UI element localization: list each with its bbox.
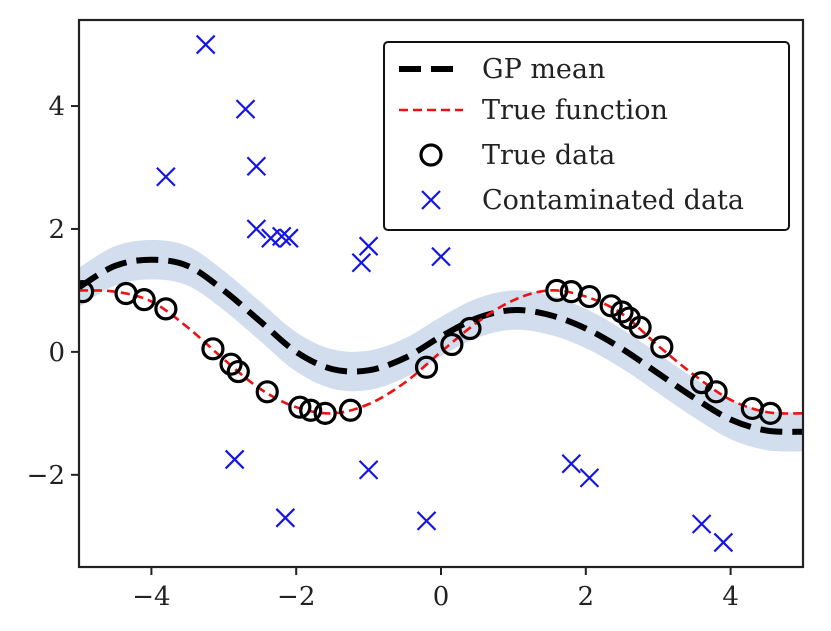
contaminated-data-point: [279, 228, 299, 248]
legend-box: [383, 41, 790, 231]
true-data-point: [458, 316, 482, 341]
x-tick-label: 2: [578, 582, 595, 612]
legend-true-data-label: True data: [482, 140, 615, 171]
contaminated-data-point: [195, 34, 216, 55]
true-data-point: [414, 355, 439, 379]
true-data-point: [628, 315, 652, 339]
true-data-point: [79, 280, 95, 304]
contaminated-data-point: [271, 226, 292, 247]
x-tick-label: −2: [277, 582, 315, 612]
legend: GP mean True function True data Contamin…: [383, 41, 790, 231]
y-tick-label: 0: [48, 338, 65, 368]
contaminated-data-point: [579, 468, 600, 488]
axes: −4 −2 0 2 4 −2 0 2 4: [27, 18, 805, 612]
contaminated-data-point: [156, 166, 176, 187]
true-data-point: [650, 335, 674, 359]
true-data-point: [338, 398, 363, 422]
legend-contaminated-marker: [421, 190, 441, 210]
contaminated-data-point: [246, 156, 267, 177]
true-data-point: [545, 278, 569, 303]
x-tick-label: 0: [433, 582, 450, 612]
y-tick-label: −2: [27, 461, 65, 491]
contaminated-data-point: [561, 453, 582, 474]
legend-gp-mean-label: GP mean: [482, 54, 605, 85]
contaminated-data-point: [224, 449, 245, 470]
true-data-point: [577, 284, 602, 309]
true-data-point: [132, 288, 156, 312]
legend-contaminated-label: Contaminated data: [482, 185, 744, 216]
true-data-point: [255, 380, 279, 404]
contaminated-data-point: [713, 532, 734, 553]
true-data-point: [440, 332, 464, 357]
true-function-line: [79, 289, 803, 415]
contaminated-data-point: [246, 219, 267, 239]
contaminated-data-point: [351, 252, 372, 273]
contaminated-data-point: [416, 511, 437, 531]
true-data-point: [219, 352, 243, 376]
contaminated-data-point: [431, 246, 451, 267]
contaminated-data-point: [691, 514, 712, 534]
contaminated-data-point: [235, 99, 256, 119]
x-tick-label: 4: [722, 582, 739, 612]
true-data-point: [704, 380, 728, 404]
contaminated-data-point: [358, 236, 379, 256]
y-tick-label: 4: [48, 92, 65, 122]
legend-true-function-label: True function: [482, 95, 668, 126]
true-data-point: [154, 297, 178, 321]
true-data-point: [226, 359, 250, 384]
plot-area: [79, 34, 803, 553]
y-tick-label: 2: [48, 215, 65, 245]
x-tick-label: −4: [132, 582, 170, 612]
true-data-point: [299, 398, 323, 422]
true-data-point: [313, 401, 337, 425]
contaminated-data-point: [275, 508, 296, 528]
true-data-point: [610, 300, 634, 324]
true-data-point: [201, 337, 225, 361]
gp-mean-line: [79, 256, 803, 435]
contaminated-data-point: [358, 460, 379, 480]
legend-true-data-marker: [419, 143, 443, 167]
true-data-point: [758, 401, 783, 425]
true-data-point: [288, 395, 312, 419]
